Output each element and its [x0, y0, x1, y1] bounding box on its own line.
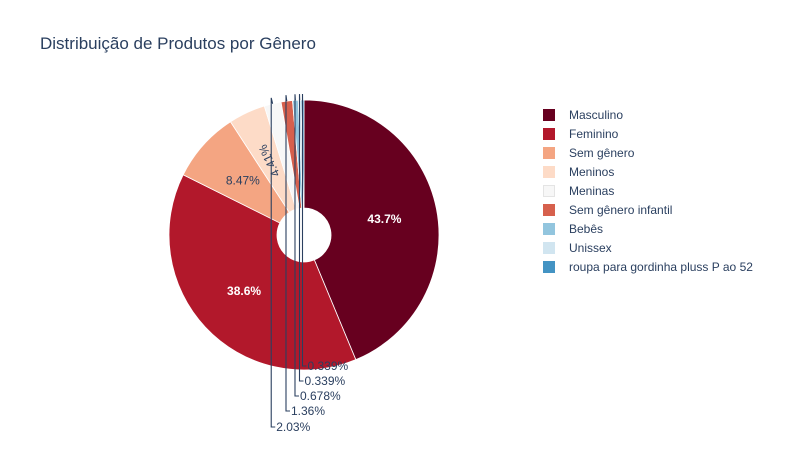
- leader-line-meninas: [270, 97, 276, 428]
- slice-label-sem-genero: 8.47%: [226, 173, 260, 187]
- legend-swatch: [543, 184, 555, 197]
- legend-label: Meninos: [569, 164, 615, 179]
- legend-label: Sem gênero: [569, 145, 635, 160]
- legend-item-sem-genero-infantil[interactable]: Sem gênero infantil: [543, 200, 753, 219]
- slice-label-bebes: 0.678%: [300, 389, 341, 403]
- legend-label: Unissex: [569, 240, 612, 255]
- chart-title: Distribuição de Produtos por Gênero: [40, 34, 316, 53]
- legend-item-masculino[interactable]: Masculino: [543, 105, 753, 124]
- legend-swatch: [543, 127, 555, 140]
- legend-item-sem-genero[interactable]: Sem gênero: [543, 143, 753, 162]
- legend-swatch: [543, 203, 555, 216]
- legend-label: Sem gênero infantil: [569, 202, 673, 217]
- legend-label: roupa para gordinha pluss P ao 52: [569, 259, 753, 274]
- legend-item-bebes[interactable]: Bebês: [543, 219, 753, 238]
- slice-label-sem-genero-infantil: 1.36%: [291, 404, 325, 418]
- legend-item-meninos[interactable]: Meninos: [543, 162, 753, 181]
- legend-swatch: [543, 260, 555, 273]
- legend-item-feminino[interactable]: Feminino: [543, 124, 753, 143]
- legend: Masculino Feminino Sem gênero Meninos Menina…: [543, 105, 753, 276]
- slice-label-meninas: 2.03%: [276, 420, 310, 434]
- leader-line-bebes: [294, 94, 299, 397]
- leader-line-unissex: [298, 94, 304, 382]
- slice-label-unissex: 0.339%: [304, 374, 345, 388]
- legend-swatch: [543, 222, 555, 235]
- legend-label: Feminino: [569, 126, 619, 141]
- legend-swatch: [543, 146, 555, 159]
- legend-item-meninas[interactable]: Meninas: [543, 181, 753, 200]
- legend-item-roupa-para-gordinha-pluss-p-ao-52[interactable]: roupa para gordinha pluss P ao 52: [543, 257, 753, 276]
- legend-label: Masculino: [569, 107, 624, 122]
- legend-label: Meninas: [569, 183, 615, 198]
- slice-label-roupa-para-gordinha-pluss-p-ao-52: 0.339%: [307, 359, 348, 373]
- leader-line-sem-genero-infantil: [285, 95, 290, 412]
- slice-label-feminino: 38.6%: [227, 284, 261, 298]
- legend-swatch: [543, 108, 555, 121]
- pie-slice-masculino[interactable]: [303, 99, 440, 361]
- legend-label: Bebês: [569, 221, 604, 236]
- slice-label-masculino: 43.7%: [367, 212, 401, 226]
- legend-swatch: [543, 241, 555, 254]
- leader-line-roupa-para-gordinha-pluss-p-ao-52: [301, 94, 307, 367]
- legend-item-unissex[interactable]: Unissex: [543, 238, 753, 257]
- legend-swatch: [543, 165, 555, 178]
